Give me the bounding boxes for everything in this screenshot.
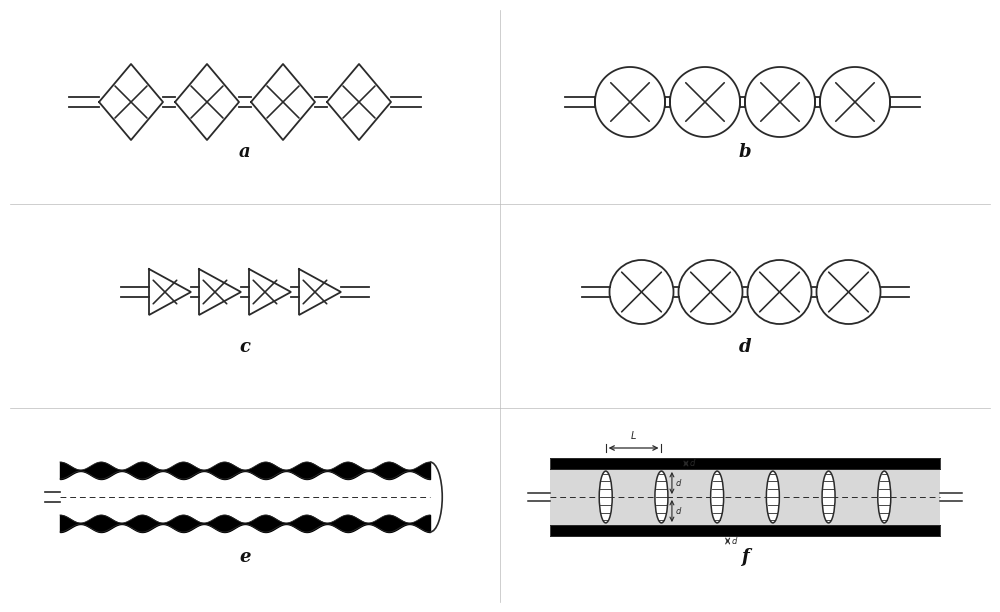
Text: f: f: [741, 548, 749, 566]
Bar: [550, 469, 940, 525]
Text: d: d: [676, 507, 681, 515]
Bar: [550, 525, 940, 536]
Text: e: e: [239, 548, 251, 566]
Text: b: b: [739, 143, 751, 161]
Text: c: c: [240, 338, 250, 356]
Ellipse shape: [655, 471, 668, 523]
Ellipse shape: [878, 471, 891, 523]
Text: d: d: [732, 537, 737, 545]
Text: L: L: [631, 431, 636, 441]
Text: d: d: [690, 459, 695, 468]
Text: d: d: [676, 479, 681, 488]
Ellipse shape: [711, 471, 724, 523]
Bar: [550, 458, 940, 469]
Ellipse shape: [766, 471, 779, 523]
Text: d: d: [739, 338, 751, 356]
Text: a: a: [239, 143, 251, 161]
Ellipse shape: [822, 471, 835, 523]
Ellipse shape: [599, 471, 612, 523]
